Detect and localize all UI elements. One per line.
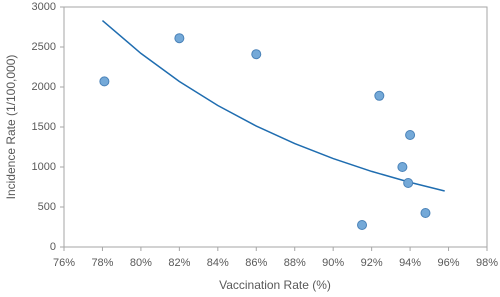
data-point <box>357 220 368 230</box>
y-axis-title: Incidence Rate (1/100,000) <box>4 55 18 200</box>
x-tick-label: 86% <box>245 257 267 269</box>
x-tick-label: 80% <box>130 257 152 269</box>
x-tick-label: 96% <box>438 257 460 269</box>
data-point <box>374 90 385 101</box>
x-tick-label: 76% <box>53 257 75 269</box>
x-tick-label: 90% <box>322 257 344 269</box>
data-point <box>174 33 185 44</box>
y-tick-label: 3000 <box>32 1 56 13</box>
y-tick-label: 1500 <box>32 121 56 133</box>
data-point <box>251 49 262 60</box>
y-tick-label: 500 <box>38 201 56 213</box>
data-point <box>397 162 408 172</box>
x-tick-label: 98% <box>476 257 498 269</box>
data-point <box>405 130 416 140</box>
x-tick-label: 88% <box>284 257 306 269</box>
data-point <box>99 76 110 87</box>
x-tick-label: 82% <box>168 257 190 269</box>
x-tick-label: 94% <box>399 257 421 269</box>
y-tick-label: 2000 <box>32 81 56 93</box>
y-tick-label: 0 <box>50 241 56 253</box>
x-tick-label: 92% <box>361 257 383 269</box>
x-axis-title: Vaccination Rate (%) <box>219 278 331 292</box>
y-tick-label: 2500 <box>32 41 56 53</box>
trend-line <box>101 20 445 192</box>
data-point <box>420 208 431 218</box>
x-tick-label: 78% <box>91 257 113 269</box>
x-tick-label: 84% <box>207 257 229 269</box>
y-tick-label: 1000 <box>32 161 56 173</box>
data-point <box>403 178 414 188</box>
